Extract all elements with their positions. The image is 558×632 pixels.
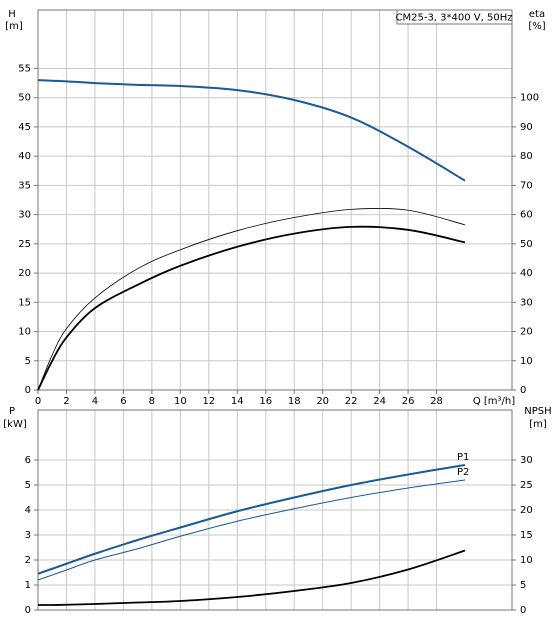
curve bbox=[37, 225, 466, 391]
y-tick-label: 0 bbox=[25, 605, 31, 616]
x-tick-label: 24 bbox=[373, 396, 386, 407]
y-axis-label: H bbox=[8, 9, 16, 20]
curve bbox=[37, 479, 466, 581]
curve bbox=[37, 207, 466, 391]
y2-tick-label: 15 bbox=[520, 530, 533, 541]
y2-tick-label: 30 bbox=[520, 455, 533, 466]
y-tick-label: 30 bbox=[18, 210, 31, 221]
y2-tick-label: 40 bbox=[520, 268, 533, 279]
y2-tick-label: 70 bbox=[520, 180, 533, 191]
x-tick-label: 0 bbox=[35, 396, 41, 407]
curve bbox=[37, 464, 466, 575]
y2-axis-label: NPSH bbox=[524, 406, 551, 417]
x-tick-label: 20 bbox=[316, 396, 329, 407]
y-tick-label: 55 bbox=[18, 63, 31, 74]
y2-tick-label: 10 bbox=[520, 356, 533, 367]
y2-tick-label: 25 bbox=[520, 480, 533, 491]
y2-tick-label: 10 bbox=[520, 555, 533, 566]
y-tick-label: 10 bbox=[18, 327, 31, 338]
y-tick-label: 25 bbox=[18, 239, 31, 250]
y-tick-label: 40 bbox=[18, 151, 31, 162]
x-tick-label: 8 bbox=[149, 396, 155, 407]
x-tick-label: 10 bbox=[174, 396, 187, 407]
series-label: P1 bbox=[457, 452, 469, 463]
y2-tick-label: 20 bbox=[520, 327, 533, 338]
x-tick-label: 28 bbox=[430, 396, 443, 407]
y-axis-unit: [kW] bbox=[3, 419, 27, 430]
x-tick-label: 26 bbox=[402, 396, 415, 407]
y2-axis-unit: [%] bbox=[528, 21, 545, 32]
y2-tick-label: 90 bbox=[520, 122, 533, 133]
x-tick-label: 22 bbox=[345, 396, 358, 407]
chart-title: CM25-3, 3*400 V, 50Hz bbox=[396, 13, 513, 24]
y2-tick-label: 5 bbox=[520, 580, 526, 591]
curve bbox=[37, 549, 466, 606]
y-tick-label: 35 bbox=[18, 180, 31, 191]
y-tick-label: 5 bbox=[25, 356, 31, 367]
y-tick-label: 1 bbox=[25, 580, 31, 591]
y-tick-label: 5 bbox=[25, 480, 31, 491]
x-tick-label: 4 bbox=[92, 396, 98, 407]
y2-tick-label: 80 bbox=[520, 151, 533, 162]
y2-tick-label: 0 bbox=[520, 605, 526, 616]
y2-tick-label: 0 bbox=[520, 385, 526, 396]
x-tick-label: 12 bbox=[202, 396, 215, 407]
y2-tick-label: 100 bbox=[520, 93, 539, 104]
plot-frame bbox=[37, 9, 513, 391]
y-tick-label: 2 bbox=[25, 555, 31, 566]
y-tick-label: 50 bbox=[18, 93, 31, 104]
series-label: P2 bbox=[457, 467, 469, 478]
y-tick-label: 6 bbox=[25, 455, 31, 466]
legend-box bbox=[396, 9, 513, 25]
x-tick-label: 16 bbox=[259, 396, 272, 407]
y2-tick-label: 20 bbox=[520, 505, 533, 516]
x-axis-label: Q [m³/h] bbox=[473, 396, 515, 407]
y2-axis-label: eta bbox=[529, 9, 545, 20]
y-tick-label: 45 bbox=[18, 122, 31, 133]
y-tick-label: 3 bbox=[25, 530, 31, 541]
y-axis-label: P bbox=[9, 406, 15, 417]
y2-tick-label: 60 bbox=[520, 210, 533, 221]
y2-axis-unit: [m] bbox=[529, 419, 547, 430]
y2-tick-label: 50 bbox=[520, 239, 533, 250]
plot-frame bbox=[37, 409, 513, 611]
y-tick-label: 4 bbox=[25, 505, 31, 516]
x-tick-label: 18 bbox=[288, 396, 301, 407]
y2-tick-label: 30 bbox=[520, 297, 533, 308]
x-tick-label: 6 bbox=[120, 396, 126, 407]
y-axis-unit: [m] bbox=[5, 21, 23, 32]
y-tick-label: 15 bbox=[18, 297, 31, 308]
y-tick-label: 20 bbox=[18, 268, 31, 279]
x-tick-label: 2 bbox=[63, 396, 69, 407]
x-tick-label: 14 bbox=[231, 396, 244, 407]
y-tick-label: 0 bbox=[25, 385, 31, 396]
curve bbox=[37, 79, 466, 182]
